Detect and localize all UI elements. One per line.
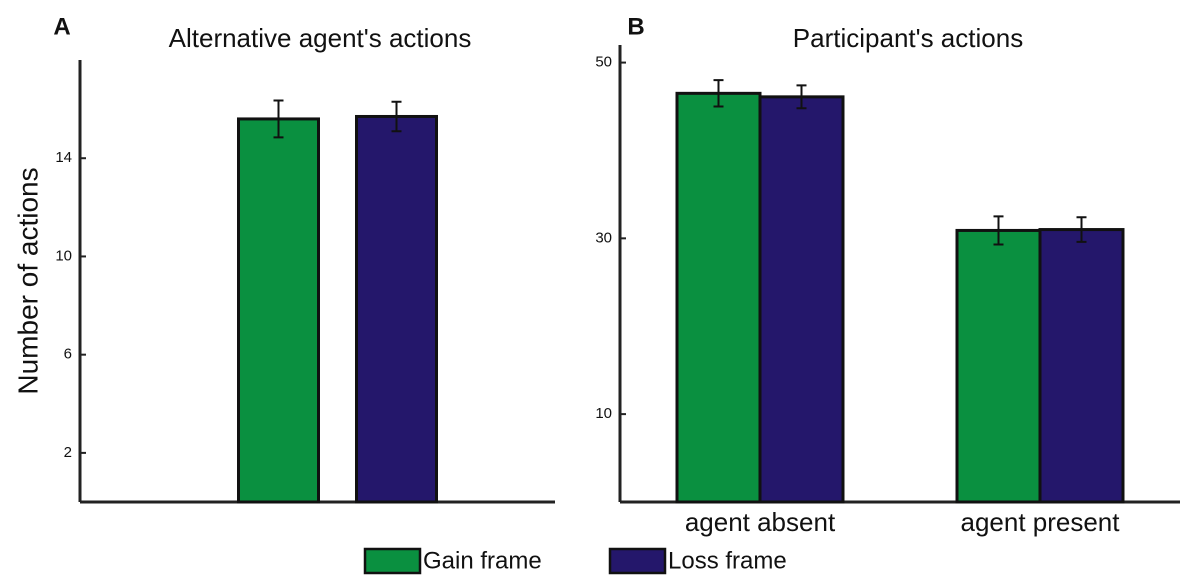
legend-label: Loss frame [668,547,787,574]
error-bar [713,79,724,108]
legend-swatch [363,547,422,575]
y-tick-label: 10 [55,247,72,264]
chart-title: Alternative agent's actions [169,23,472,53]
x-tick-label: agent absent [685,507,836,537]
bar [355,114,438,504]
y-tick-label: 2 [64,444,72,461]
y-tick-label: 10 [595,405,612,422]
bar [1038,228,1125,504]
error-bar [273,99,284,139]
y-axis-label: Number of actions [12,167,43,394]
panel-label: A [53,13,70,40]
legend-swatch [608,547,667,575]
error-bar [796,84,807,110]
bar [675,91,762,504]
bar [237,117,320,504]
chart-title: Participant's actions [793,23,1023,53]
y-tick-label: 50 [595,54,612,71]
error-bar [391,100,402,133]
x-tick-label: agent present [960,507,1120,537]
y-tick-label: 6 [64,346,72,363]
y-tick-label: 14 [55,149,72,166]
legend-label: Gain frame [423,547,542,574]
error-bar [993,215,1004,246]
panel-label: B [627,13,644,40]
bar [955,228,1042,504]
y-tick-label: 30 [595,229,612,246]
bar [758,95,845,504]
error-bar [1076,216,1087,243]
